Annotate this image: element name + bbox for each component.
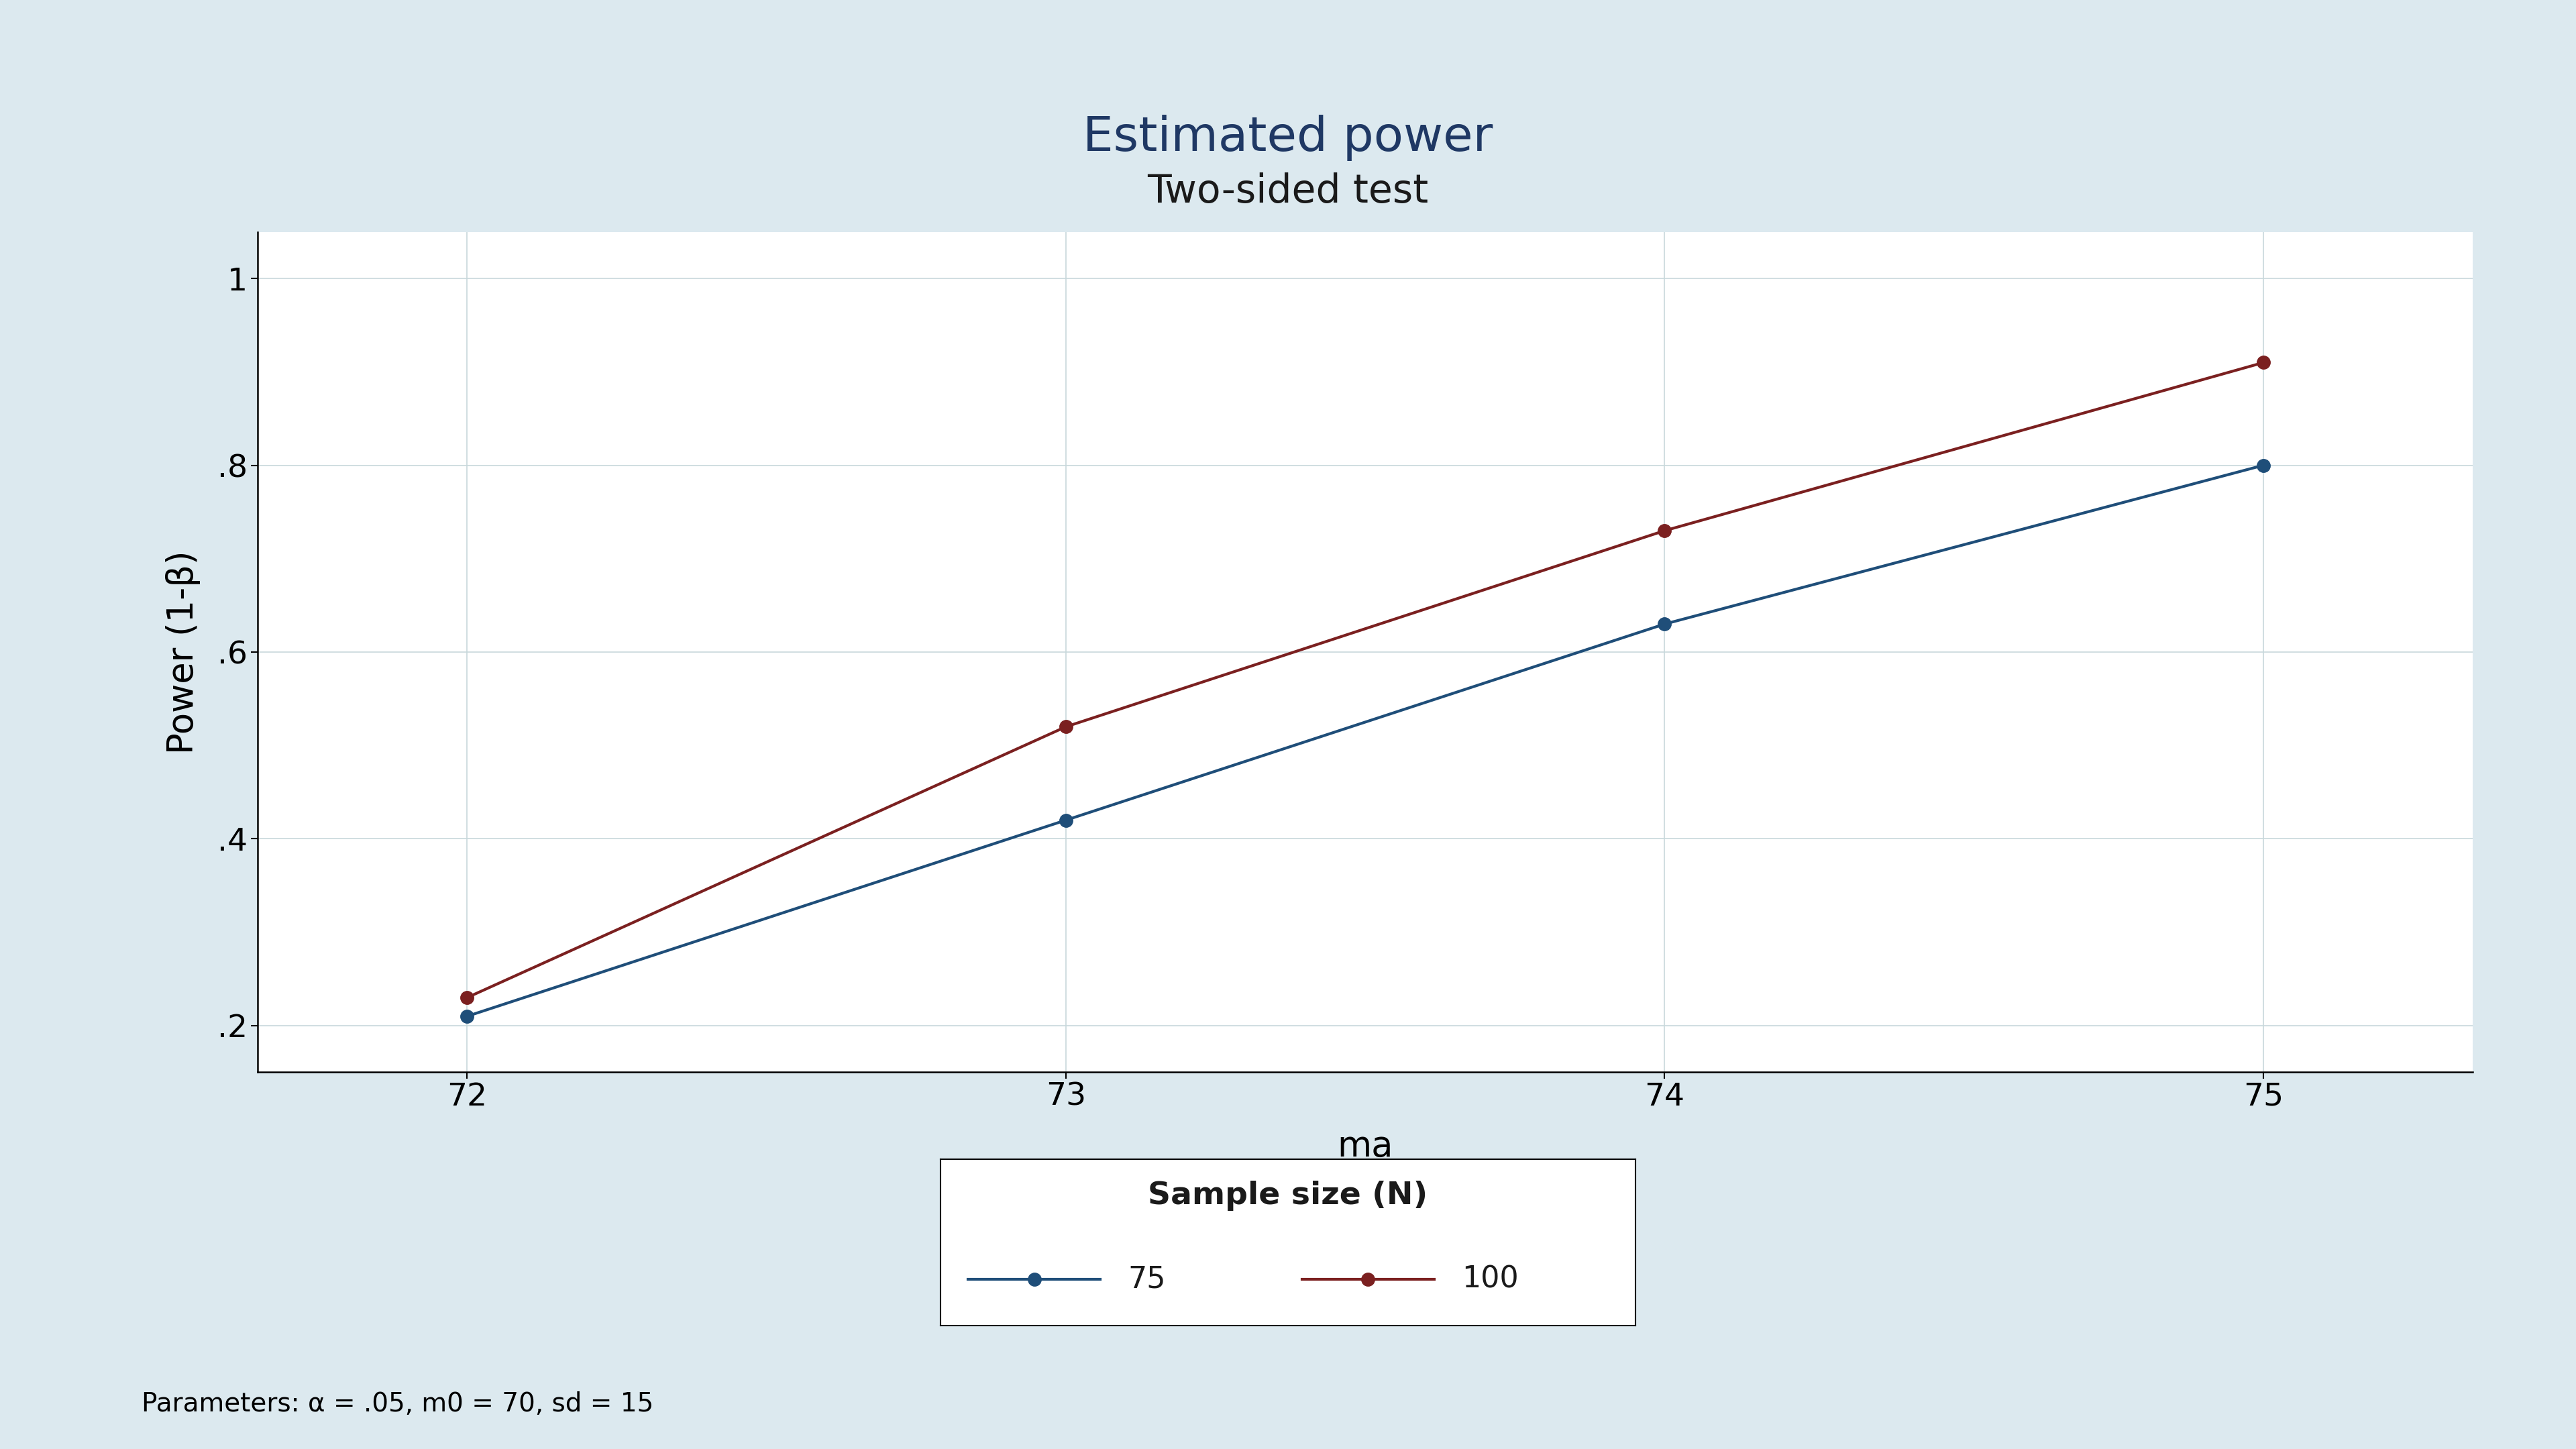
- Text: 75: 75: [1128, 1265, 1167, 1294]
- Y-axis label: Power (1-β): Power (1-β): [165, 551, 201, 753]
- Text: Estimated power: Estimated power: [1082, 114, 1494, 161]
- Text: Sample size (N): Sample size (N): [1149, 1181, 1427, 1211]
- X-axis label: ma: ma: [1337, 1129, 1394, 1164]
- Text: Two-sided test: Two-sided test: [1146, 172, 1430, 210]
- Text: 100: 100: [1461, 1265, 1520, 1294]
- Text: Parameters: α = .05, m0 = 70, sd = 15: Parameters: α = .05, m0 = 70, sd = 15: [142, 1391, 654, 1417]
